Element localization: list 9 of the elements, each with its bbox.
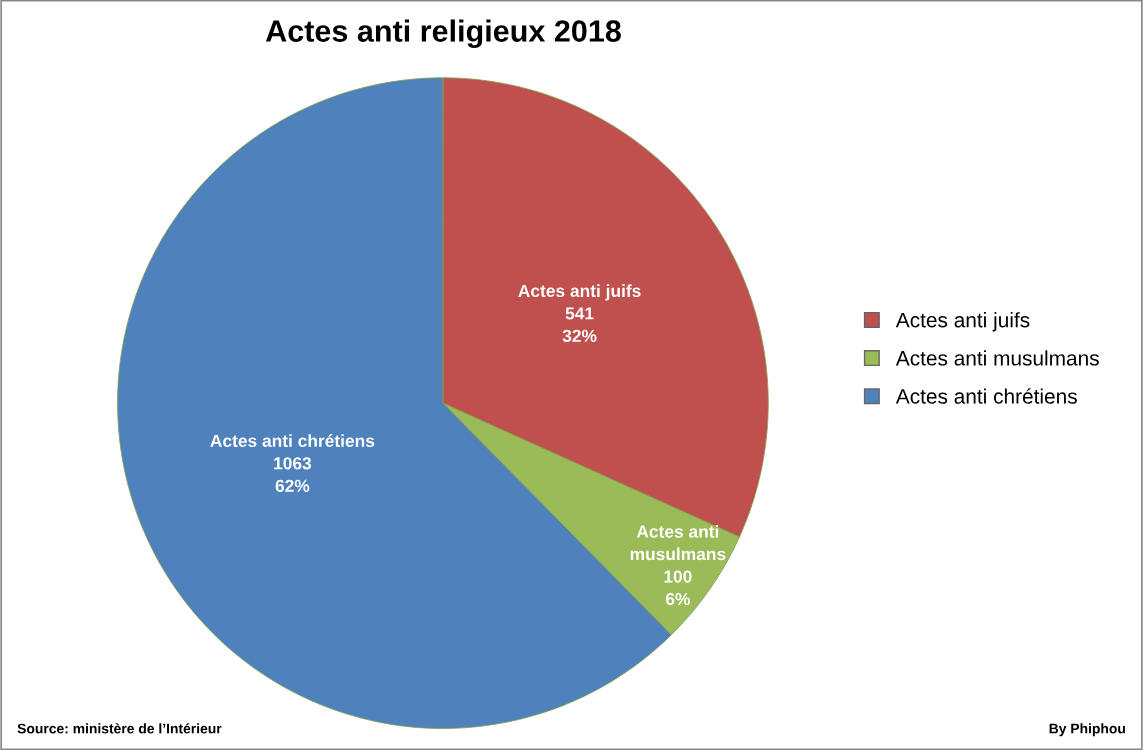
data-label: Actes anti chrétiens 1063 62% — [210, 434, 375, 492]
text: By Phiphou — [1049, 723, 1125, 737]
data-label: Actes anti juifs 541 32% — [518, 284, 641, 343]
data-label: Actes anti musulmans 100 6% — [630, 524, 726, 606]
legend-label: Actes anti juifs — [895, 312, 1030, 332]
legend-label: Actes anti chrétiens — [895, 388, 1077, 404]
chart-title: Actes anti religieux 2018 — [265, 19, 621, 49]
source-note: Source: ministère de l’Intérieur — [17, 723, 222, 734]
legend-label: Actes anti musulmans — [895, 350, 1099, 366]
